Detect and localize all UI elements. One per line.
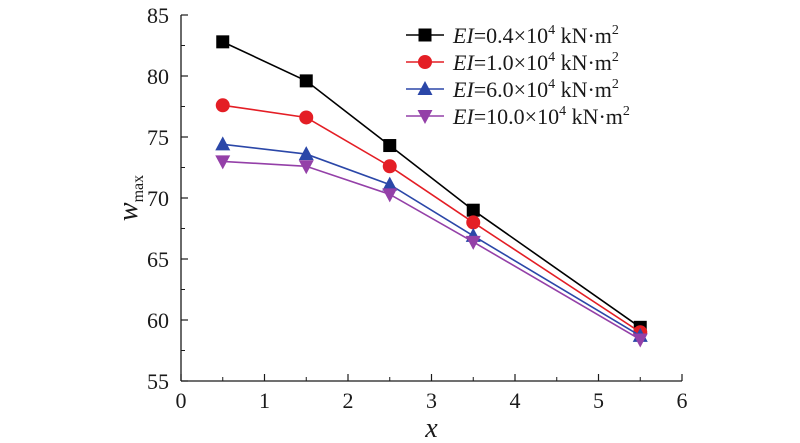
data-point	[215, 155, 231, 170]
legend-label: EI=0.4×104 kN·m2	[452, 23, 619, 48]
legend-label: EI=6.0×104 kN·m2	[452, 77, 619, 102]
y-tick-label: 55	[147, 369, 169, 394]
data-point	[465, 235, 481, 250]
legend-marker	[417, 81, 433, 95]
axes: 0 1 2 3 4 5 6 55 60 65 70 75 80 85 x wmax	[113, 3, 688, 443]
legend-marker	[417, 110, 433, 124]
x-tick-label: 0	[176, 388, 187, 413]
series-layer	[215, 35, 648, 348]
data-point	[466, 215, 481, 230]
x-tick-label: 6	[677, 388, 688, 413]
y-axis-label-subscript: max	[130, 175, 147, 203]
data-point	[632, 333, 648, 348]
x-tick-label: 3	[426, 388, 437, 413]
data-point	[383, 139, 397, 153]
legend-entry-3: EI=6.0×104 kN·m2	[406, 77, 619, 102]
y-tick-label: 60	[147, 308, 169, 333]
y-axis-label: wmax	[113, 175, 147, 221]
legend-label: EI=10.0×104 kN·m2	[452, 104, 630, 129]
data-point	[215, 98, 230, 113]
legend-marker	[418, 28, 432, 42]
x-tick-label: 4	[510, 388, 521, 413]
data-point	[382, 176, 398, 191]
data-point	[299, 74, 313, 88]
legend-entry-2: EI=1.0×104 kN·m2	[406, 50, 619, 75]
data-point	[216, 35, 230, 49]
data-point	[298, 160, 314, 175]
data-point	[298, 146, 314, 161]
legend-entry-1: EI=0.4×104 kN·m2	[406, 23, 619, 48]
data-point	[215, 136, 231, 151]
legend-marker	[418, 55, 432, 69]
y-tick-label: 70	[147, 186, 169, 211]
series-4	[215, 155, 648, 348]
data-point	[382, 159, 397, 174]
series-line	[222, 143, 641, 337]
y-tick-label: 65	[147, 247, 169, 272]
series-line	[222, 160, 641, 341]
y-tick-label: 75	[147, 125, 169, 150]
data-point	[299, 110, 314, 125]
x-axis-label: x	[424, 413, 438, 443]
y-tick-label: 80	[147, 64, 169, 89]
x-tick-label: 1	[259, 388, 270, 413]
data-point	[466, 203, 480, 217]
x-tick-label: 5	[593, 388, 604, 413]
x-tick-label: 2	[343, 388, 354, 413]
legend-entry-4: EI=10.0×104 kN·m2	[406, 104, 630, 129]
series-3	[215, 136, 648, 342]
legend-label: EI=1.0×104 kN·m2	[452, 50, 619, 75]
data-point	[382, 188, 398, 203]
y-tick-label: 85	[147, 3, 169, 28]
